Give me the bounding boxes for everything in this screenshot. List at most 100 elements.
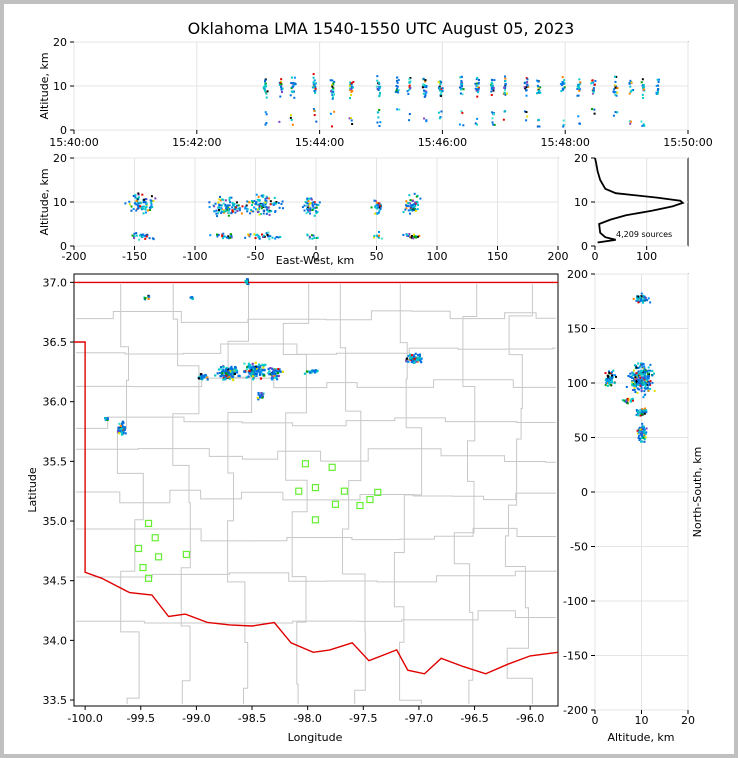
north-south-source [629,372,632,375]
north-south-source [647,389,650,392]
plan-view-source [231,375,234,379]
altitude-east-west-source [374,206,377,209]
altitude-east-west-source [411,205,414,208]
altitude-east-west-source [315,212,318,215]
north-south-source [644,370,647,373]
altitude-time-source [641,84,644,87]
north-south-source [647,297,650,300]
altitude-east-west-source [412,237,415,240]
plan-view-source [409,353,412,356]
altitude-time-source [331,85,334,88]
plan-view-source [190,296,194,299]
north-south-source [646,375,649,378]
altitude-east-west-source [374,200,377,203]
altitude-east-west-source [224,203,227,206]
altitude-east-west-source [128,203,131,206]
plan-view-source [224,370,227,373]
plan-view-source [261,368,264,372]
north-south-source [648,382,651,385]
altitude-time-source [280,91,283,94]
plan-view-source [231,377,234,380]
altitude-time-source [281,87,284,90]
altitude-time-source [524,87,527,90]
north-south-source [610,380,613,383]
north-south-source [639,373,642,376]
county-line [76,489,556,504]
plan-view-source [106,417,109,420]
altitude-east-west-source [215,212,218,215]
altitude-time-source [348,97,351,100]
altitude-east-west-source [271,236,274,239]
plan-view-xtick-label: -97.5 [349,712,377,725]
plan-view-source [245,282,248,285]
altitude-time-source [614,111,617,114]
altitude-east-west-source [316,211,319,214]
altitude-histogram-panel: 0 100 0 10 20 4,209 sources [574,152,689,263]
altitude-time-source [424,92,427,95]
altitude-time-source [490,81,493,84]
plan-view-source [218,371,222,375]
altitude-time-source [439,93,442,96]
plan-view-source [272,370,275,373]
plan-view-source [256,367,259,371]
altitude-east-west-source [245,204,248,207]
altitude-time-source [614,91,617,94]
altitude-east-west-source [376,234,379,237]
altitude-time-source [578,83,581,86]
altitude-east-west-source [217,201,220,204]
altitude-east-west-source [231,209,234,212]
altitude-east-west-source [141,193,144,196]
altitude-time-source [293,76,296,79]
altitude-time-source [642,96,645,99]
north-south-source [635,377,638,380]
altitude-time-source [492,87,495,90]
altitude-east-west-source [373,199,376,202]
north-south-source [642,294,645,297]
plan-view-source [250,370,253,373]
altitude-time-source [424,90,427,93]
altitude-time-source [579,81,582,84]
north-south-source [639,384,642,387]
altitude-time-source [594,79,597,82]
altitude-time-xtick-label: 15:42:00 [172,136,221,149]
north-south-source [633,373,636,376]
north-south-source [649,383,652,386]
plan-view-source [315,370,318,373]
plan-view-ytick-label: 34.0 [43,634,68,647]
north-south-source [627,374,630,377]
plan-view-source [219,375,222,378]
altitude-time-source [629,90,632,93]
plan-view-source [253,369,256,373]
altitude-time-source [615,85,618,88]
altitude-time-source [263,85,266,88]
altitude-time-source [504,80,507,83]
plan-view-source [248,366,251,369]
altitude-time-source [396,108,399,111]
plan-view-source [121,422,124,425]
plan-view-source [248,372,251,375]
altitude-east-west-source [313,236,316,239]
altitude-east-west-source [416,200,419,203]
altitude-east-west-source [254,237,257,240]
altitude-time-source [475,123,478,126]
north-south-source [642,369,645,372]
county-line [76,416,556,429]
altitude-time-source [314,87,317,90]
altitude-east-west-source [375,204,378,207]
altitude-time-source [279,82,282,85]
altitude-east-west-xtick-label: 100 [427,250,448,263]
altitude-time-source [537,91,540,94]
altitude-time-source [657,80,660,83]
north-south-source [639,428,642,431]
plan-view-source [251,375,255,378]
altitude-east-west-source [227,211,230,214]
north-south-source [639,378,642,381]
altitude-east-west-source [249,212,252,215]
altitude-time-source [504,85,507,88]
altitude-east-west-source [267,231,270,234]
altitude-east-west-source [246,200,249,203]
plan-view-source [122,421,125,424]
altitude-east-west-source [224,204,227,207]
north-south-source [635,413,638,416]
plan-view-source [124,432,127,435]
